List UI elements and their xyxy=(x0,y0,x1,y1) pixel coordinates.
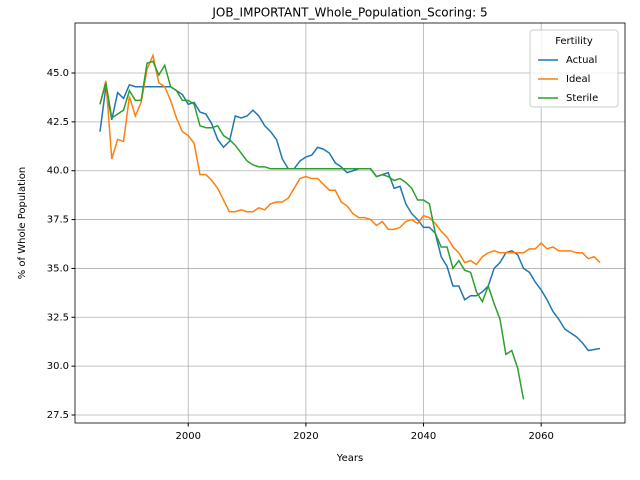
x-tick-label: 2040 xyxy=(411,431,436,442)
series-line xyxy=(99,60,525,400)
y-tick-label: 40.0 xyxy=(47,166,69,177)
legend-label: Sterile xyxy=(566,93,598,104)
y-tick-label: 30.0 xyxy=(47,361,69,372)
legend-title: Fertility xyxy=(555,36,593,47)
y-tick-label: 45.0 xyxy=(47,68,69,79)
y-tick-label: 27.5 xyxy=(47,410,69,421)
legend-box xyxy=(529,29,619,108)
legend-label: Actual xyxy=(566,55,597,66)
x-tick-label: 2000 xyxy=(176,431,201,442)
chart-title: JOB_IMPORTANT_Whole_Population_Scoring: … xyxy=(211,6,487,20)
y-axis-label: % of Whole Population xyxy=(17,167,28,280)
series-line xyxy=(99,83,601,352)
x-tick-label: 2020 xyxy=(293,431,318,442)
x-tick-label: 2060 xyxy=(528,431,553,442)
legend-label: Ideal xyxy=(566,74,590,85)
series-line xyxy=(99,52,601,266)
y-tick-label: 32.5 xyxy=(47,312,69,323)
y-tick-label: 42.5 xyxy=(47,117,69,128)
plot-frame xyxy=(74,22,626,424)
x-axis-label: Years xyxy=(336,453,363,464)
y-tick-label: 37.5 xyxy=(47,215,69,226)
y-tick-label: 35.0 xyxy=(47,263,69,274)
